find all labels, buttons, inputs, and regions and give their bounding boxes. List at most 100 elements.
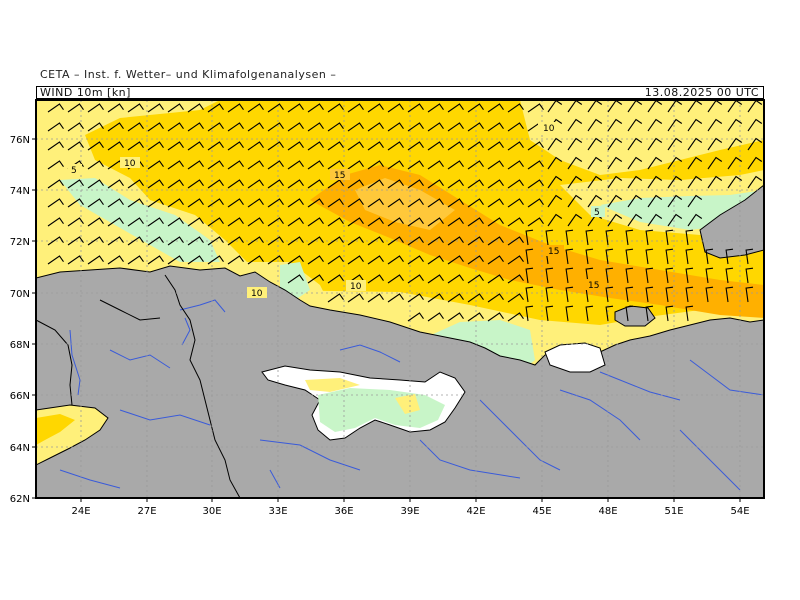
lat-lon-grid [36,100,764,498]
wind-barb [627,213,643,227]
lat-ticks [32,138,36,499]
wind-barb [467,160,484,170]
wind-barb [665,305,674,322]
wind-barb [567,118,583,132]
lat-label: 68N [10,340,30,351]
wind-barb [227,198,244,208]
wind-barb [707,156,723,170]
wind-barb [665,286,674,303]
wind-barb [467,255,484,265]
wind-barb [647,137,663,151]
wind-barb [407,179,424,189]
lon-label: 42E [466,506,485,517]
wind-barb [367,141,384,151]
wind-barb [187,103,204,113]
wind-barb [47,198,64,208]
wind-barb [507,160,524,170]
wind-band-15-20-inner [355,178,455,230]
wind-barb [187,255,204,265]
pechora-bay [544,342,606,373]
wind-barb [447,293,464,303]
wind-barb [207,198,224,208]
wind-barb [565,248,574,265]
wind-barb [227,160,244,170]
wind-barb [47,122,64,132]
wind-barb [507,293,524,303]
wind-barb [647,175,663,189]
wind-barb [447,236,464,246]
wind-barb [727,137,743,151]
wind-barb [427,198,444,208]
wind-barb [287,122,304,132]
wind-barb [287,160,304,170]
lon-label: 51E [664,506,683,517]
wind-barb [605,229,614,246]
wind-barb [467,217,484,227]
wind-barb [147,160,164,170]
wind-barb [525,267,534,284]
wind-barb [47,160,64,170]
wind-barb [147,255,164,265]
wind-barb [87,103,104,113]
wind-barb [647,194,663,208]
wind-barb [667,213,683,227]
wind-barb [487,274,504,284]
wind-barb [187,217,204,227]
wind-barb [645,267,654,284]
wind-barb [447,217,464,227]
wind-barb [247,179,264,189]
wind-barb [667,175,683,189]
wind-barb [127,198,144,208]
wind-barb [347,198,364,208]
wind-barb [607,137,623,151]
wind-barb [607,156,623,170]
wind-barb [107,198,124,208]
wind-barb [447,312,464,322]
wind-barb [407,103,424,113]
wind-barb [387,293,404,303]
wind-barb [287,217,304,227]
wind-barb [605,267,614,284]
contour-label: 5 [594,208,600,218]
gulf-of-bothnia [36,404,109,466]
contour-label: 15 [548,247,559,257]
wind-barb [585,267,594,284]
wind-barb [127,179,144,189]
wind-barb [627,118,643,132]
wind-barb [727,156,743,170]
lon-label: 39E [400,506,419,517]
lon-label: 54E [730,506,749,517]
credit-line: CETA – Inst. f. Wetter– und Klimafolgena… [40,68,337,81]
contour-labels: 10 5 10 15 5 15 15 10 10 [68,122,605,299]
wind-barb [447,122,464,132]
white-sea-wind-2 [305,378,420,414]
wind-barb [687,137,703,151]
wind-barb [507,141,524,151]
contour-label: 15 [588,281,599,291]
wind-barb [487,255,504,265]
wind-barb [387,179,404,189]
wind-barb [487,236,504,246]
wind-barb [547,175,563,189]
wind-barb [367,293,384,303]
wind-barb [567,213,583,227]
wind-barb [605,286,614,303]
wind-barb [167,103,184,113]
wind-barb [627,156,643,170]
wind-barb [367,160,384,170]
wind-barb [47,217,64,227]
lon-label: 36E [334,506,353,517]
wind-barb [527,141,544,151]
wind-barb [107,236,124,246]
wind-barb [267,198,284,208]
wind-barb [87,236,104,246]
lat-label: 70N [10,289,30,300]
wind-barb [407,293,424,303]
wind-barb [745,267,754,284]
wind-barb [567,194,583,208]
wind-barb [107,255,124,265]
wind-barb [507,312,524,322]
wind-barb [707,118,723,132]
wind-barb [487,293,504,303]
wind-barb [87,255,104,265]
